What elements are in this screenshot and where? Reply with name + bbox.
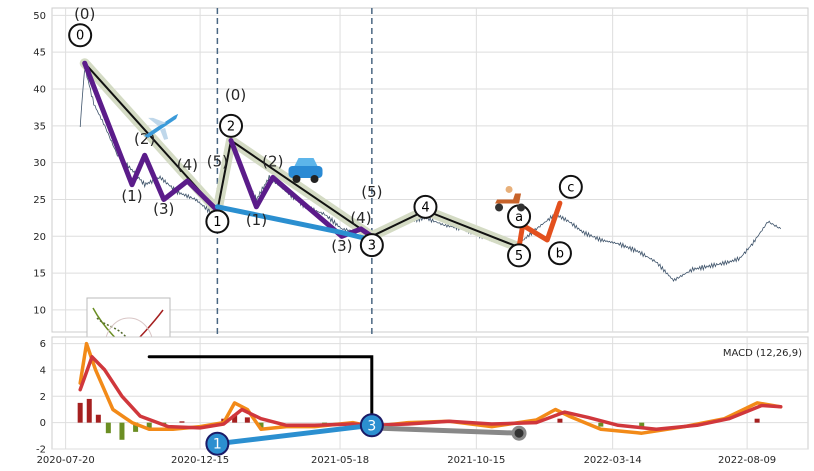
car-wheel [310,175,319,183]
wave-label: (1) [246,211,267,229]
car-icon [288,158,323,183]
x-tick-label: 2022-08-09 [718,455,776,466]
wave-circle-label: 1 [213,215,221,230]
macd-y-tick-label: 6 [40,339,46,350]
macd-circle-label: 1 [213,437,222,453]
scooter-rider [505,185,513,193]
macd-histogram-bar [95,414,101,423]
price-y-tick-label: 10 [33,305,46,316]
price-y-tick-label: 40 [33,85,46,96]
macd-panel: -2 0 2 4 6 1 3 MACD (12,26,9) [36,336,809,456]
wave-circle-label: a [515,210,523,225]
wave-circle-label: 2 [227,119,235,134]
wave-label: (5) [207,152,228,170]
macd-circle-marker [359,413,384,438]
x-tick-label: 2021-10-15 [447,455,505,466]
wave-circle-label: c [567,180,574,195]
macd-histogram-bar [557,418,563,423]
airplane-wing [148,117,167,126]
price-plot-area [51,7,809,333]
wave-circle-marker [205,209,230,234]
wave-path [516,200,563,250]
wave-label: (0) [74,5,95,23]
wave-circle-label: 5 [515,249,523,264]
macd-histogram-bar [86,398,92,423]
wave-circle-marker [558,174,583,199]
wave-circle-label: 4 [421,200,429,215]
wave-circle-marker [359,233,384,258]
macd-histogram-bar [133,422,139,432]
price-y-tick-label: 45 [33,48,46,59]
x-tick-label: 2022-03-14 [584,455,642,466]
price-y-tick-label: 50 [33,11,46,22]
macd-histogram-bar [105,422,111,434]
wave-circle-marker [413,194,438,219]
macd-y-tick-label: 0 [40,418,46,429]
airplane-body [144,113,179,138]
macd-y-tick-label: -2 [36,445,46,456]
car-roof [294,158,318,166]
macd-legend-text: MACD (12,26,9) [723,348,802,359]
wave-label: (3) [331,237,352,255]
x-tick-label: 2021-05-18 [311,455,369,466]
macd-histogram-bar [119,422,125,440]
macd-circle-marker [205,431,230,456]
macd-y-tick-label: 4 [40,365,46,376]
macd-histogram-bar [146,422,152,428]
scooter-body [495,193,522,204]
macd-histogram-bar [754,418,760,423]
macd-end-dot [511,425,527,441]
scooter-icon [495,185,526,212]
macd-histogram-bar [179,421,185,423]
macd-histogram-bar [598,422,604,427]
airplane-icon [144,113,179,140]
airplane-wing [160,127,169,140]
wave-label: (4) [350,209,371,227]
wave-circle-marker [219,113,244,138]
wave-label: (5) [361,183,382,201]
macd-y-tick-label: 2 [40,392,46,403]
macd-histogram-bar [244,417,250,423]
wave-circle-label: b [556,247,564,262]
wave-label: (2) [262,152,283,170]
price-y-tick-label: 30 [33,158,46,169]
wave-path [82,60,220,213]
macd-histogram-bar [639,422,645,427]
macd-overlay-line [147,355,374,425]
price-y-tick-label: 25 [33,195,46,206]
wave-circle-label: 3 [368,239,376,254]
car-body [288,166,323,178]
price-y-tick-label: 20 [33,232,46,243]
wave-path [228,138,375,239]
wave-circle-marker [547,241,572,266]
macd-histogram-bar [77,402,83,423]
macd-histogram-bar [258,422,264,428]
macd-overlay-line [369,425,522,436]
scooter-wheel [495,203,504,212]
x-tick-label: 2020-12-15 [171,455,229,466]
x-axis: 2020-07-20 2020-12-15 2021-05-18 2021-10-15… [37,455,777,466]
car-wheel [292,175,301,183]
macd-overlay-line [214,422,375,447]
price-series-line [79,67,782,283]
scooter-wheel [517,203,526,212]
wave-label: (0) [225,86,246,104]
price-y-tick-label: 15 [33,269,46,280]
wave-circle-marker [507,243,532,268]
wave-circle-marker [68,23,93,48]
wave-label: (3) [153,200,174,218]
wave-label: (1) [121,187,142,205]
wave-circle-label: 0 [76,29,84,44]
macd-histogram-bar [232,414,238,423]
wave-label: (4) [177,156,198,174]
wave-path [214,204,375,243]
price-y-tick-label: 35 [33,121,46,132]
x-tick-label: 2020-07-20 [37,455,95,466]
macd-circle-label: 3 [367,418,376,434]
